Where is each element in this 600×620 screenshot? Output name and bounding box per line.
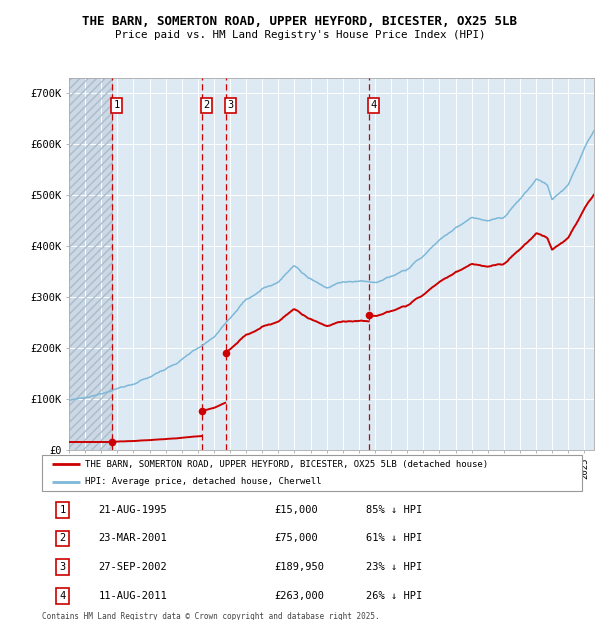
Text: 2: 2: [203, 100, 209, 110]
Text: 61% ↓ HPI: 61% ↓ HPI: [366, 533, 422, 544]
Text: 3: 3: [59, 562, 65, 572]
Text: £189,950: £189,950: [274, 562, 324, 572]
Text: 4: 4: [370, 100, 377, 110]
Bar: [69, 78, 112, 450]
FancyBboxPatch shape: [42, 455, 582, 491]
Text: 11-AUG-2011: 11-AUG-2011: [98, 591, 167, 601]
Text: 3: 3: [227, 100, 234, 110]
Text: 26% ↓ HPI: 26% ↓ HPI: [366, 591, 422, 601]
Text: 27-SEP-2002: 27-SEP-2002: [98, 562, 167, 572]
Text: Contains HM Land Registry data © Crown copyright and database right 2025.: Contains HM Land Registry data © Crown c…: [42, 612, 380, 620]
Text: 1: 1: [113, 100, 119, 110]
Text: 85% ↓ HPI: 85% ↓ HPI: [366, 505, 422, 515]
Text: THE BARN, SOMERTON ROAD, UPPER HEYFORD, BICESTER, OX25 5LB: THE BARN, SOMERTON ROAD, UPPER HEYFORD, …: [83, 16, 517, 28]
Bar: [69, 78, 112, 450]
Text: THE BARN, SOMERTON ROAD, UPPER HEYFORD, BICESTER, OX25 5LB (detached house): THE BARN, SOMERTON ROAD, UPPER HEYFORD, …: [85, 460, 488, 469]
Text: HPI: Average price, detached house, Cherwell: HPI: Average price, detached house, Cher…: [85, 477, 322, 486]
Text: £263,000: £263,000: [274, 591, 324, 601]
Text: 4: 4: [59, 591, 65, 601]
Text: 2: 2: [59, 533, 65, 544]
Text: £15,000: £15,000: [274, 505, 318, 515]
Text: 21-AUG-1995: 21-AUG-1995: [98, 505, 167, 515]
Text: £75,000: £75,000: [274, 533, 318, 544]
Text: 23-MAR-2001: 23-MAR-2001: [98, 533, 167, 544]
Text: 23% ↓ HPI: 23% ↓ HPI: [366, 562, 422, 572]
Text: 1: 1: [59, 505, 65, 515]
Text: Price paid vs. HM Land Registry's House Price Index (HPI): Price paid vs. HM Land Registry's House …: [115, 30, 485, 40]
